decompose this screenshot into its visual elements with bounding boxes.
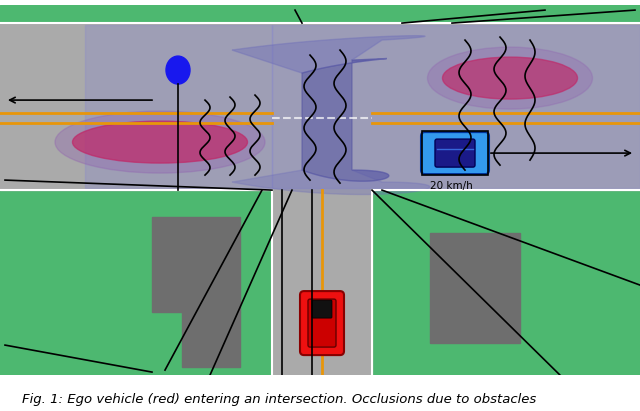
Bar — [0, 23, 640, 190]
Bar — [182, 312, 240, 367]
Ellipse shape — [55, 111, 265, 173]
Bar — [152, 217, 240, 312]
Bar — [272, 25, 640, 188]
Bar — [422, 131, 488, 175]
Bar — [272, 190, 372, 375]
Text: 20 km/h: 20 km/h — [429, 181, 472, 191]
FancyBboxPatch shape — [435, 139, 475, 167]
Ellipse shape — [428, 47, 593, 109]
FancyBboxPatch shape — [308, 299, 336, 347]
Bar — [85, 25, 272, 188]
Text: Fig. 1: Ego vehicle (red) entering an intersection. Occlusions due to obstacles: Fig. 1: Ego vehicle (red) entering an in… — [22, 393, 537, 406]
FancyBboxPatch shape — [312, 300, 332, 318]
FancyBboxPatch shape — [421, 132, 489, 174]
Ellipse shape — [166, 56, 190, 84]
Ellipse shape — [442, 57, 577, 99]
Bar — [430, 233, 520, 343]
Ellipse shape — [72, 121, 248, 163]
FancyBboxPatch shape — [300, 291, 344, 355]
Polygon shape — [302, 58, 389, 181]
Polygon shape — [232, 170, 429, 194]
Polygon shape — [232, 36, 425, 73]
